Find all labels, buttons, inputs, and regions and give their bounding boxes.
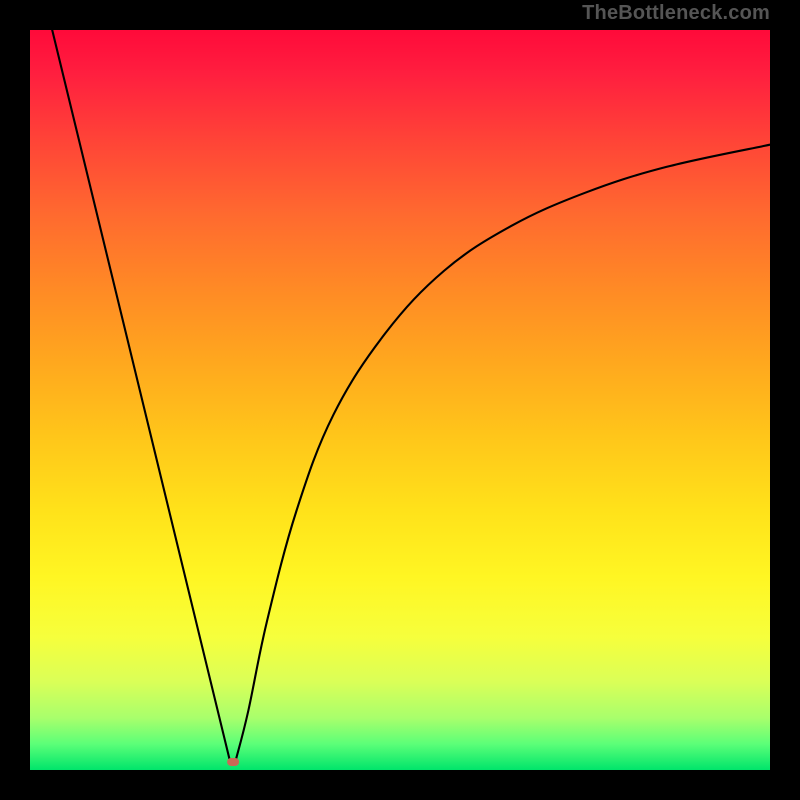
vertex-marker [227,758,239,766]
bottleneck-curve [52,30,770,762]
chart-container: TheBottleneck.com [0,0,800,800]
watermark-text: TheBottleneck.com [582,2,770,25]
curve-svg [0,0,800,800]
